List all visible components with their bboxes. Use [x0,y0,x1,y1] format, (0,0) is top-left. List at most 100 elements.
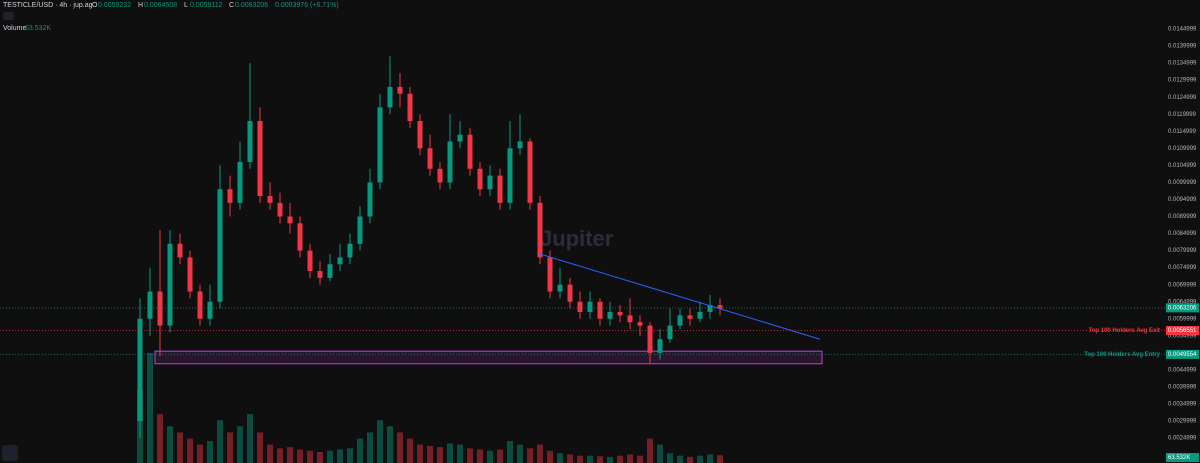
candle-body [217,189,223,302]
y-tick-label: 0.0044999 [1168,368,1197,374]
collapse-button[interactable] [3,12,14,20]
volume-bar [167,426,173,463]
price-tag-label: 0.0049554 [1168,352,1197,358]
y-tick-label: 0.0124999 [1168,95,1197,101]
volume-bar [197,444,203,463]
y-tick-label: 0.0024999 [1168,436,1197,442]
candle-body [417,121,423,149]
candle-body [487,175,493,190]
price-tag [1166,326,1199,336]
candle-body [457,134,463,142]
volume-bar [617,455,623,463]
volume-bar [317,452,323,463]
price-line-label: Top 100 Holders Avg Entry [1084,352,1160,358]
volume-bar [667,453,673,463]
candle-body [467,134,473,169]
candle-body [237,161,243,203]
volume-bar [217,420,223,463]
y-tick-label: 0.0109999 [1168,146,1197,152]
y-tick-label: 0.0134999 [1168,61,1197,67]
candle-body [277,202,283,217]
candle-body [567,284,573,302]
y-tick-label: 0.0104999 [1168,163,1197,169]
candle-body [557,284,563,292]
candle-body [587,301,593,312]
volume-bar [357,438,363,463]
candle-body [367,182,373,217]
y-tick-label: 0.0069999 [1168,282,1197,288]
candle-body [477,168,483,190]
candle-body [287,216,293,224]
volume-bar [657,444,663,463]
volume-bar [497,449,503,463]
y-tick-label: 0.0114999 [1168,129,1197,135]
volume-bar [327,450,333,463]
volume-bar [427,445,433,463]
y-tick-label: 0.0064999 [1168,299,1197,305]
y-tick-label: 0.0129999 [1168,78,1197,84]
volume-bar [387,426,393,463]
candle-body [617,311,623,316]
candle-body [397,86,403,94]
y-tick-label: 0.0059999 [1168,316,1197,322]
candle-body [327,264,333,278]
y-tick-label: 0.0054999 [1168,333,1197,339]
candle-body [497,175,503,203]
y-tick-label: 0.0039999 [1168,385,1197,391]
y-tick-label: 0.0119999 [1168,112,1197,118]
candle-body [347,243,353,258]
symbol: TESTICLE/USD · 4h · jup.ag [3,2,93,9]
volume-bar [247,414,253,463]
volume-bar [457,444,463,463]
y-tick-label: 0.0084999 [1168,231,1197,237]
h-value: 0.0064508 [144,2,177,9]
volume-bar [257,432,263,463]
volume-bar [157,414,163,463]
candle-body [577,301,583,312]
y-tick-label: 0.0139999 [1168,44,1197,50]
candle-body [697,311,703,319]
candle-body [157,291,163,326]
volume-bar [367,432,373,463]
candle-body [147,291,153,319]
candle-body [307,250,313,272]
l-value: 0.0059112 [190,2,223,9]
candle-body [167,243,173,326]
volume-bar [307,450,313,463]
volume-bar [487,450,493,463]
candle-body [537,202,543,258]
volume-bar [577,455,583,463]
y-tick-label: 0.0094999 [1168,197,1197,203]
candle-body [197,291,203,319]
volume-bar [467,448,473,463]
volume-bar [147,353,153,463]
candle-body [207,301,213,319]
y-tick-label: 0.0029999 [1168,419,1197,425]
candle-body [387,86,393,108]
candle-body [447,141,453,183]
candle-body [707,305,713,312]
volume-bar [377,420,383,463]
volume-bar [337,449,343,463]
y-tick-label: 0.0099999 [1168,180,1197,186]
candle-body [267,196,273,203]
y-tick-label: 0.0144999 [1168,27,1197,33]
candle-body [427,148,433,169]
candle-body [687,315,693,319]
candle-body [297,223,303,251]
candle-body [227,189,233,203]
volume-bar [397,432,403,463]
price-line-label: Top 100 Holders Avg Exit [1089,328,1160,334]
y-tick-label: 0.0074999 [1168,265,1197,271]
candle-body [627,315,633,323]
volume-bar [347,448,353,463]
volume-bar [207,441,213,463]
volume-bar [707,454,713,463]
volume-bar [637,455,643,463]
candle-body [517,141,523,149]
candle-body [527,141,533,203]
candle-body [717,305,723,309]
candle-body [377,107,383,183]
volume-bar [697,455,703,463]
volume-bar [517,444,523,463]
